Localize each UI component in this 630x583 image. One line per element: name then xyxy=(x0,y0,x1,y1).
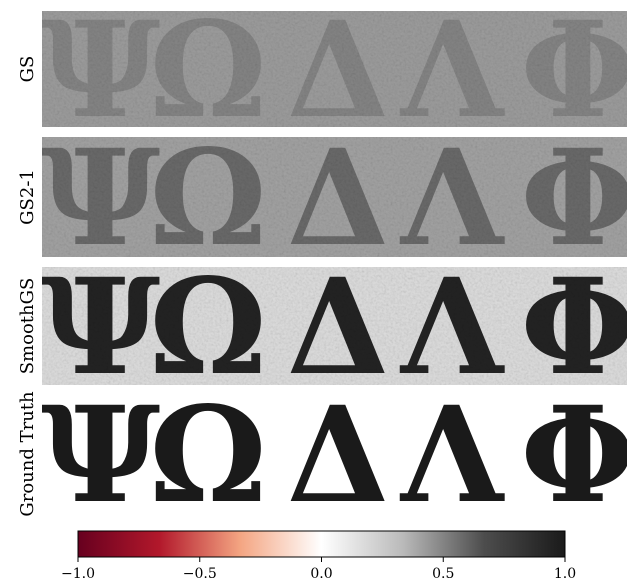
panel-label: GS2-1 xyxy=(17,169,38,225)
colorbar xyxy=(77,530,566,558)
panel-label: Ground Truth xyxy=(17,391,38,517)
panel: ΨΩ Δ Λ Φ xyxy=(42,267,627,385)
panel-label: GS xyxy=(17,56,38,83)
noise-overlay xyxy=(42,11,627,127)
glyph: Ω xyxy=(149,378,267,533)
tick-label: −0.5 xyxy=(183,566,217,582)
noise-overlay xyxy=(42,137,627,257)
noise-overlay xyxy=(42,267,627,385)
panel: ΨΩ Δ Λ Φ xyxy=(42,137,627,257)
panel-label: SmoothGS xyxy=(17,278,38,375)
glyph: Ψ xyxy=(40,378,161,533)
tick-label: 0.5 xyxy=(432,566,454,582)
tick-label: 0.0 xyxy=(310,566,332,582)
tick-label: −1.0 xyxy=(61,566,95,582)
glyph: Φ xyxy=(521,378,630,533)
panel-background xyxy=(42,393,627,515)
tick-label: 1.0 xyxy=(554,566,576,582)
panel: ΨΩ Δ Λ Φ xyxy=(40,378,630,533)
panel: ΨΩ Δ Λ Φ xyxy=(42,11,627,127)
glyph: Λ xyxy=(399,378,505,533)
glyph: Δ xyxy=(287,378,389,533)
